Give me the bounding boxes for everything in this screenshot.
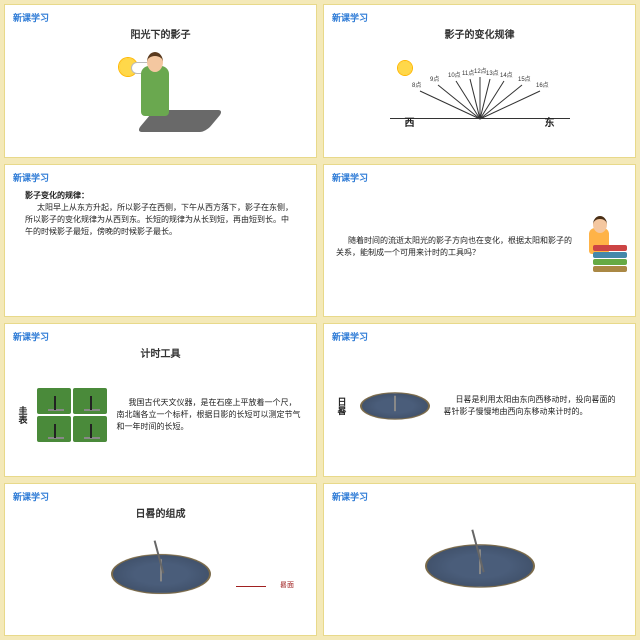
section-tag: 新课学习 [13,490,308,503]
slide-body: 影子变化的规律： 太阳早上从东方升起，所以影子在西侧，下午从西方落下，影子在东侧… [13,184,308,311]
gui-cell [37,416,71,442]
girl-shadow-illustration [101,56,221,136]
callout-label: 晷面 [280,581,294,592]
slide-3: 新课学习 影子变化的规律： 太阳早上从东方升起，所以影子在西侧，下午从西方落下，… [4,164,317,318]
svg-text:9点: 9点 [430,75,439,83]
paragraph-text: 日晷是利用太阳由东向西移动时，投向晷面的晷针影子慢慢地由西向东移动来计时的。 [440,394,628,418]
svg-text:11点: 11点 [462,69,474,77]
shadow-fan-diagram: 8点 9点 10点11点12点13点14点 15点 16点 西 东 [380,61,580,131]
svg-text:16点: 16点 [536,81,549,89]
svg-text:12点: 12点 [474,67,487,75]
gui-grid [37,388,107,442]
slide-1: 新课学习 阳光下的影子 [4,4,317,158]
slide-body [332,503,627,630]
slide-body: 圭表 我国古代天文仪器，是在石座上平放着一个尺，南北端各立一个标杆，根据日影的长… [13,360,308,470]
horizon-line [390,118,570,119]
reading-child-icon [577,222,627,272]
paragraph-text: 太阳早上从东方升起，所以影子在西侧，下午从西方落下，影子在东侧，所以影子的变化规… [25,202,296,238]
section-tag: 新课学习 [332,11,627,24]
slide-4: 新课学习 随着时间的流逝太阳光的影子方向也在变化，根据太阳和影子的关系，能制成一… [323,164,636,318]
callout-line [236,586,266,587]
slide-5: 新课学习 计时工具 圭表 我国古代天文仪器，是在石座上平放着一个尺，南北端各立一… [4,323,317,477]
sundial-icon [350,376,440,436]
section-tag: 新课学习 [13,330,308,343]
paragraph-heading: 影子变化的规律： [25,190,296,202]
east-label: 东 [545,116,555,131]
paragraph-text: 我国古代天文仪器，是在石座上平放着一个尺，南北端各立一个标杆，根据日影的长短可以… [113,397,309,433]
slide-title: 计时工具 [13,345,308,360]
dial-face [360,392,430,420]
book-stack [593,244,627,272]
slide-2: 新课学习 影子的变化规律 8点 9点 10点11点12点13点14点 15点 16点 西… [323,4,636,158]
slide-title: 影子的变化规律 [332,26,627,41]
west-label: 西 [405,116,415,131]
section-tag: 新课学习 [332,330,627,343]
sundial-image [350,376,440,436]
sundial-icon [101,534,221,614]
gui-cell [73,416,107,442]
side-label: 圭表 [13,406,31,424]
dial-face [425,544,535,588]
side-label: 日晷 [332,397,350,415]
gui-cell [37,388,71,414]
gui-image [31,388,113,442]
svg-text:14点: 14点 [500,71,513,79]
illustration [577,222,627,272]
svg-text:8点: 8点 [412,81,421,89]
sundial-icon [415,523,545,608]
slide-body: 日晷 日晷是利用太阳由东向西移动时，投向晷面的晷针影子慢慢地由西向东移动来计时的… [332,343,627,470]
slide-7: 新课学习 日晷的组成 晷面 [4,483,317,637]
section-tag: 新课学习 [332,171,627,184]
girl-figure [141,66,169,116]
svg-text:13点: 13点 [486,69,499,77]
svg-text:15点: 15点 [518,75,531,83]
slide-8: 新课学习 [323,483,636,637]
slide-title: 日晷的组成 [13,505,308,520]
section-tag: 新课学习 [13,11,308,24]
section-tag: 新课学习 [13,171,308,184]
fan-lines [420,77,540,119]
slide-body: 随着时间的流逝太阳光的影子方向也在变化，根据太阳和影子的关系，能制成一个可用来计… [332,184,627,311]
text-block: 影子变化的规律： 太阳早上从东方升起，所以影子在西侧，下午从西方落下，影子在东侧… [21,190,300,238]
slide-body: 晷面 [13,520,308,630]
slide-body: 8点 9点 10点11点12点13点14点 15点 16点 西 东 [332,41,627,151]
section-tag: 新课学习 [332,490,627,503]
gui-cell [73,388,107,414]
paragraph-text: 随着时间的流逝太阳光的影子方向也在变化，根据太阳和影子的关系，能制成一个可用来计… [332,235,577,259]
slide-6: 新课学习 日晷 日晷是利用太阳由东向西移动时，投向晷面的晷针影子慢慢地由西向东移… [323,323,636,477]
slide-title: 阳光下的影子 [13,26,308,41]
slide-body [13,41,308,151]
svg-text:10点: 10点 [448,71,461,79]
